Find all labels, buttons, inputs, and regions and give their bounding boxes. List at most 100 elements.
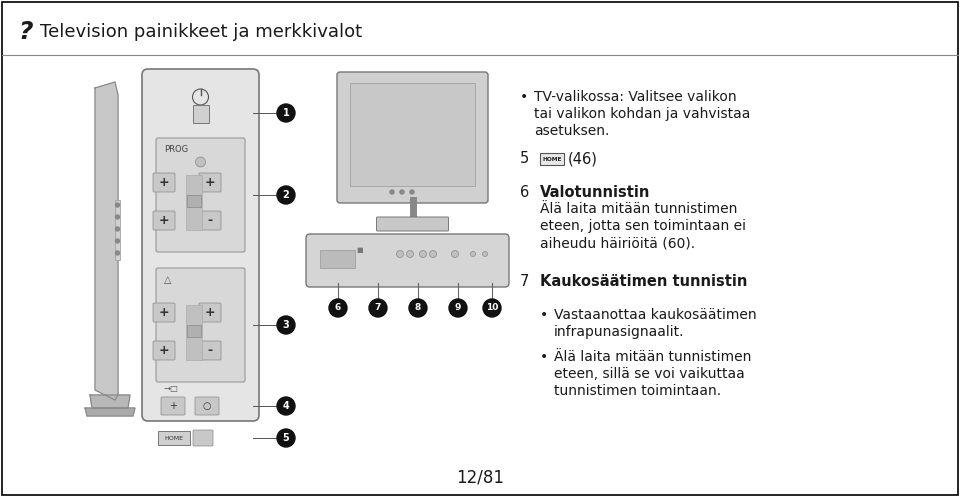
Circle shape xyxy=(483,251,488,256)
Text: +: + xyxy=(158,176,169,189)
Circle shape xyxy=(420,250,426,257)
Text: 5: 5 xyxy=(520,151,529,166)
Circle shape xyxy=(470,251,475,256)
Text: •: • xyxy=(540,308,548,322)
Circle shape xyxy=(390,190,394,194)
Circle shape xyxy=(483,299,501,317)
Text: 1: 1 xyxy=(282,108,289,118)
Text: •: • xyxy=(540,350,548,364)
Circle shape xyxy=(406,250,414,257)
Text: △: △ xyxy=(164,275,172,285)
FancyBboxPatch shape xyxy=(199,303,221,322)
FancyBboxPatch shape xyxy=(195,397,219,415)
Text: 9: 9 xyxy=(455,304,461,313)
Text: asetuksen.: asetuksen. xyxy=(534,124,610,138)
Bar xyxy=(350,83,475,186)
Circle shape xyxy=(115,227,119,231)
FancyBboxPatch shape xyxy=(337,72,488,203)
Text: Kaukosäätimen tunnistin: Kaukosäätimen tunnistin xyxy=(540,274,748,289)
Text: +: + xyxy=(204,306,215,319)
Text: 5: 5 xyxy=(282,433,289,443)
FancyBboxPatch shape xyxy=(199,341,221,360)
Circle shape xyxy=(196,157,205,167)
Text: aiheudu häiriöitä (60).: aiheudu häiriöitä (60). xyxy=(540,236,695,250)
Text: eteen, sillä se voi vaikuttaa: eteen, sillä se voi vaikuttaa xyxy=(554,367,745,381)
Text: 4: 4 xyxy=(282,401,289,411)
Text: +: + xyxy=(158,306,169,319)
FancyBboxPatch shape xyxy=(153,173,175,192)
FancyBboxPatch shape xyxy=(199,211,221,230)
Text: eteen, jotta sen toimintaan ei: eteen, jotta sen toimintaan ei xyxy=(540,219,746,233)
FancyBboxPatch shape xyxy=(306,234,509,287)
FancyBboxPatch shape xyxy=(156,138,245,252)
Text: 3: 3 xyxy=(282,320,289,330)
Bar xyxy=(540,153,564,165)
Text: tunnistimen toimintaan.: tunnistimen toimintaan. xyxy=(554,384,721,398)
Text: PROG: PROG xyxy=(164,146,188,155)
Text: infrapunasignaalit.: infrapunasignaalit. xyxy=(554,325,684,338)
Bar xyxy=(186,175,202,230)
FancyBboxPatch shape xyxy=(153,211,175,230)
Circle shape xyxy=(429,250,437,257)
Text: 8: 8 xyxy=(415,304,421,313)
FancyBboxPatch shape xyxy=(142,69,259,421)
FancyBboxPatch shape xyxy=(161,397,185,415)
Circle shape xyxy=(451,250,459,257)
Text: HOME: HOME xyxy=(164,435,183,440)
Bar xyxy=(158,431,190,445)
Polygon shape xyxy=(95,82,118,400)
FancyBboxPatch shape xyxy=(153,303,175,322)
Text: ■: ■ xyxy=(356,247,363,253)
Text: 7: 7 xyxy=(520,274,529,289)
Bar xyxy=(320,250,355,268)
Circle shape xyxy=(449,299,467,317)
Circle shape xyxy=(277,186,295,204)
Circle shape xyxy=(277,429,295,447)
Text: -: - xyxy=(207,344,212,357)
Circle shape xyxy=(277,316,295,334)
Text: TV-valikossa: Valitsee valikon: TV-valikossa: Valitsee valikon xyxy=(534,90,736,104)
Circle shape xyxy=(115,203,119,207)
Bar xyxy=(187,195,201,207)
Text: 7: 7 xyxy=(374,304,381,313)
Text: tai valikon kohdan ja vahvistaa: tai valikon kohdan ja vahvistaa xyxy=(534,107,751,121)
Text: +: + xyxy=(169,401,177,411)
Text: +: + xyxy=(158,214,169,227)
Circle shape xyxy=(329,299,347,317)
Text: 6: 6 xyxy=(335,304,341,313)
Text: HOME: HOME xyxy=(542,157,562,162)
Bar xyxy=(115,200,120,260)
Text: →□: →□ xyxy=(164,384,179,393)
Text: •: • xyxy=(520,90,528,104)
FancyBboxPatch shape xyxy=(153,341,175,360)
Text: ?: ? xyxy=(18,20,33,44)
FancyBboxPatch shape xyxy=(156,268,245,382)
Text: -: - xyxy=(207,214,212,227)
FancyBboxPatch shape xyxy=(376,217,448,231)
Circle shape xyxy=(115,251,119,255)
Circle shape xyxy=(410,190,414,194)
Circle shape xyxy=(400,190,404,194)
Bar xyxy=(187,325,201,337)
Circle shape xyxy=(409,299,427,317)
Text: (46): (46) xyxy=(568,151,598,166)
Text: 6: 6 xyxy=(520,185,529,200)
Circle shape xyxy=(277,104,295,122)
Text: +: + xyxy=(158,344,169,357)
Text: 2: 2 xyxy=(282,190,289,200)
Circle shape xyxy=(193,89,208,105)
Text: +: + xyxy=(204,176,215,189)
Circle shape xyxy=(115,215,119,219)
FancyBboxPatch shape xyxy=(193,430,213,446)
Text: Television painikkeet ja merkkivalot: Television painikkeet ja merkkivalot xyxy=(40,23,362,41)
Bar xyxy=(186,305,202,360)
Polygon shape xyxy=(85,408,135,416)
Text: ○: ○ xyxy=(203,401,211,411)
Text: Älä laita mitään tunnistimen: Älä laita mitään tunnistimen xyxy=(540,202,737,216)
Circle shape xyxy=(115,239,119,243)
FancyBboxPatch shape xyxy=(199,173,221,192)
Text: Älä laita mitään tunnistimen: Älä laita mitään tunnistimen xyxy=(554,350,752,364)
Circle shape xyxy=(277,397,295,415)
Text: Valotunnistin: Valotunnistin xyxy=(540,185,650,200)
Polygon shape xyxy=(90,395,130,408)
